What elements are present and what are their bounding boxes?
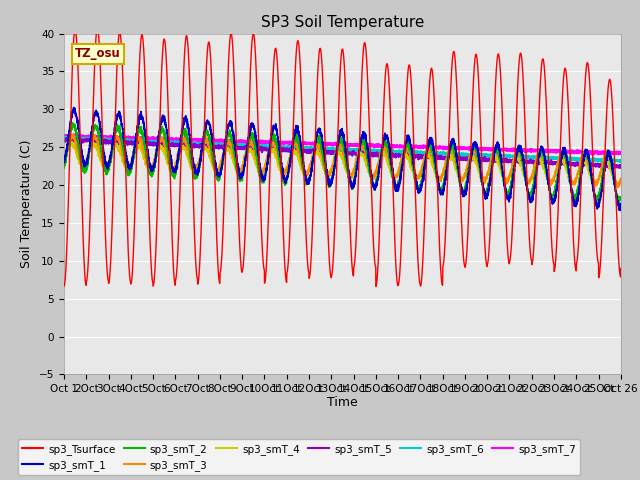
Line: sp3_smT_6: sp3_smT_6: [64, 137, 621, 162]
sp3_smT_6: [518, 153, 525, 159]
sp3_smT_6: [64, 134, 72, 140]
sp3_smT_7: [422, 144, 430, 150]
sp3_smT_7: [602, 152, 609, 157]
sp3_smT_2: [518, 156, 525, 161]
sp3_smT_6: [617, 157, 625, 163]
sp3_smT_7: [70, 131, 77, 137]
sp3_smT_4: [60, 159, 68, 165]
Title: SP3 Soil Temperature: SP3 Soil Temperature: [260, 15, 424, 30]
sp3_smT_2: [476, 164, 483, 169]
sp3_smT_1: [60, 160, 68, 166]
sp3_smT_4: [422, 153, 430, 159]
Line: sp3_smT_3: sp3_smT_3: [64, 134, 621, 187]
sp3_smT_7: [273, 140, 281, 146]
sp3_smT_5: [476, 155, 483, 161]
sp3_smT_4: [518, 166, 525, 172]
sp3_Tsurface: [476, 103, 483, 109]
sp3_smT_1: [273, 131, 281, 137]
sp3_smT_5: [518, 159, 525, 165]
sp3_smT_1: [617, 204, 625, 209]
sp3_smT_2: [615, 201, 623, 207]
sp3_smT_3: [70, 132, 77, 137]
sp3_Tsurface: [394, 282, 402, 288]
sp3_smT_1: [422, 152, 430, 157]
sp3_Tsurface: [60, 283, 68, 289]
Line: sp3_smT_7: sp3_smT_7: [64, 134, 621, 155]
sp3_smT_4: [161, 151, 169, 156]
sp3_smT_6: [60, 135, 68, 141]
Line: sp3_smT_5: sp3_smT_5: [64, 138, 621, 168]
sp3_Tsurface: [372, 284, 380, 289]
Line: sp3_smT_4: sp3_smT_4: [64, 141, 621, 187]
sp3_smT_7: [394, 144, 402, 149]
sp3_Tsurface: [273, 53, 281, 59]
sp3_smT_7: [476, 146, 483, 152]
sp3_smT_1: [394, 184, 402, 190]
sp3_smT_2: [68, 120, 76, 126]
sp3_smT_7: [161, 136, 169, 142]
sp3_smT_1: [161, 122, 169, 128]
sp3_smT_4: [617, 180, 625, 186]
Line: sp3_Tsurface: sp3_Tsurface: [64, 34, 621, 287]
sp3_smT_3: [617, 176, 625, 182]
sp3_smT_6: [161, 139, 169, 144]
sp3_Tsurface: [422, 161, 430, 167]
sp3_smT_3: [518, 157, 525, 163]
sp3_smT_5: [394, 152, 402, 158]
sp3_smT_6: [422, 151, 430, 157]
sp3_smT_3: [394, 171, 402, 177]
sp3_smT_2: [394, 185, 402, 191]
sp3_Tsurface: [161, 41, 169, 47]
sp3_smT_5: [609, 166, 617, 171]
sp3_smT_2: [422, 153, 430, 158]
Line: sp3_smT_1: sp3_smT_1: [64, 108, 621, 210]
X-axis label: Time: Time: [327, 396, 358, 408]
sp3_smT_7: [617, 151, 625, 156]
sp3_smT_7: [518, 148, 525, 154]
sp3_smT_1: [616, 207, 624, 213]
sp3_smT_1: [70, 105, 77, 110]
sp3_smT_5: [422, 154, 430, 159]
sp3_Tsurface: [70, 31, 78, 36]
sp3_smT_5: [161, 141, 169, 147]
sp3_smT_2: [617, 194, 625, 200]
sp3_smT_1: [476, 160, 483, 166]
sp3_smT_3: [161, 144, 169, 150]
Y-axis label: Soil Temperature (C): Soil Temperature (C): [20, 140, 33, 268]
sp3_smT_4: [273, 155, 281, 161]
sp3_smT_1: [518, 148, 525, 154]
sp3_smT_3: [273, 150, 281, 156]
sp3_smT_2: [161, 137, 169, 143]
sp3_smT_6: [394, 149, 402, 155]
Text: TZ_osu: TZ_osu: [75, 47, 121, 60]
sp3_smT_6: [273, 144, 281, 150]
sp3_smT_6: [476, 152, 483, 157]
Legend: sp3_Tsurface, sp3_smT_1, sp3_smT_2, sp3_smT_3, sp3_smT_4, sp3_smT_5, sp3_smT_6, : sp3_Tsurface, sp3_smT_1, sp3_smT_2, sp3_…: [18, 439, 580, 475]
sp3_Tsurface: [617, 265, 625, 271]
sp3_smT_7: [60, 132, 68, 138]
sp3_smT_2: [60, 165, 68, 171]
sp3_smT_3: [614, 184, 621, 190]
sp3_smT_5: [273, 148, 281, 154]
sp3_smT_5: [617, 164, 625, 169]
sp3_smT_3: [60, 158, 68, 164]
sp3_smT_4: [476, 171, 483, 177]
sp3_smT_2: [273, 142, 281, 147]
sp3_smT_3: [476, 166, 483, 171]
sp3_Tsurface: [518, 59, 526, 64]
sp3_smT_4: [614, 184, 621, 190]
sp3_smT_5: [60, 137, 68, 143]
sp3_smT_4: [67, 138, 74, 144]
sp3_smT_3: [422, 150, 430, 156]
Line: sp3_smT_2: sp3_smT_2: [64, 123, 621, 204]
sp3_smT_4: [394, 169, 402, 175]
sp3_smT_6: [607, 159, 615, 165]
sp3_smT_5: [63, 135, 70, 141]
